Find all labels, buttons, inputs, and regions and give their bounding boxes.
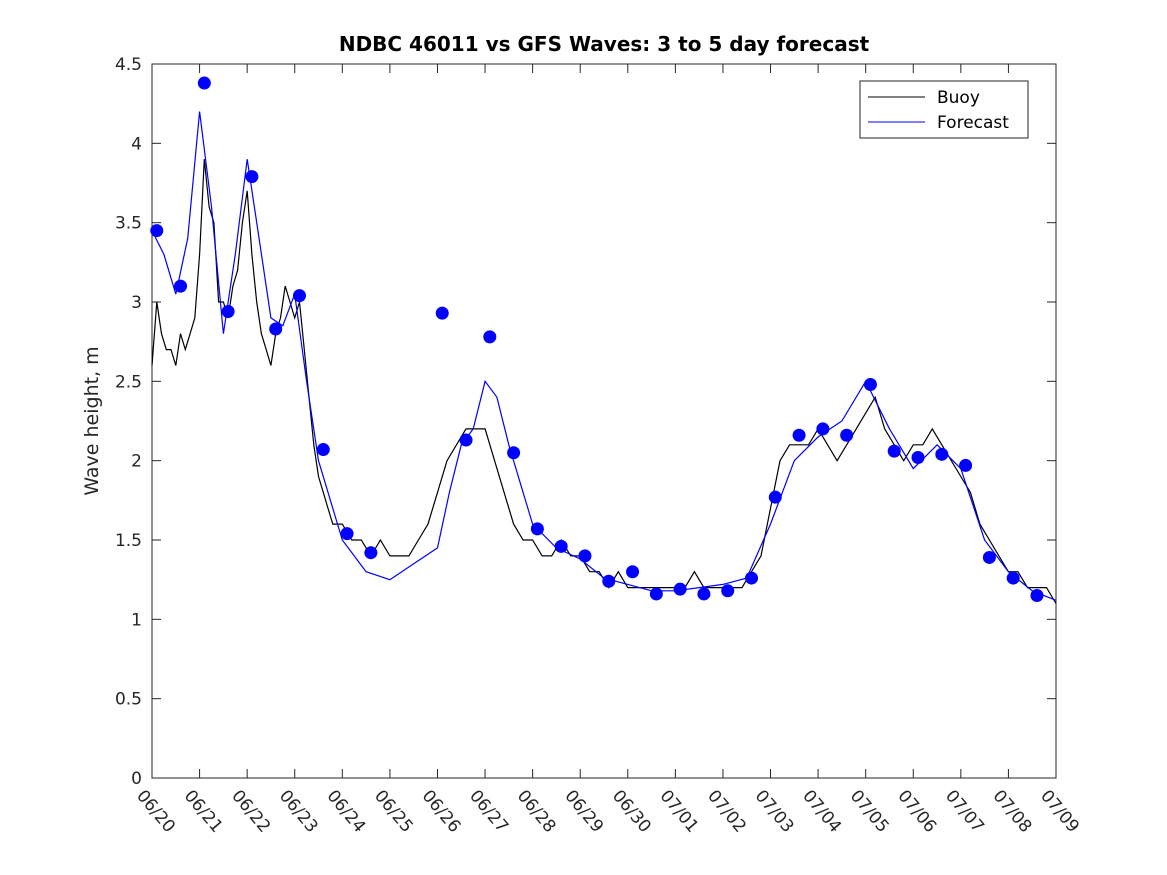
- legend-forecast-label: Forecast: [937, 113, 1009, 133]
- forecast-marker: [673, 582, 687, 596]
- forecast-marker: [507, 446, 521, 460]
- forecast-marker: [578, 549, 592, 563]
- forecast-marker: [1006, 571, 1020, 585]
- chart-title: NDBC 46011 vs GFS Waves: 3 to 5 day fore…: [339, 32, 870, 56]
- plot-area: [151, 63, 1057, 779]
- forecast-marker: [483, 330, 497, 344]
- forecast-marker: [459, 433, 473, 447]
- forecast-marker: [364, 546, 378, 560]
- forecast-marker: [602, 574, 616, 588]
- y-tick-label: 0: [131, 769, 142, 789]
- forecast-marker: [721, 584, 735, 598]
- forecast-marker: [197, 76, 211, 90]
- forecast-marker: [554, 539, 568, 553]
- forecast-marker: [697, 587, 711, 601]
- forecast-marker: [911, 450, 925, 464]
- forecast-marker: [744, 571, 758, 585]
- forecast-marker: [887, 444, 901, 458]
- forecast-marker: [863, 378, 877, 392]
- forecast-marker: [816, 422, 830, 436]
- forecast-marker: [626, 565, 640, 579]
- y-tick-label: 3.5: [115, 214, 142, 234]
- plot-frame: [151, 63, 1057, 779]
- forecast-marker: [340, 527, 354, 541]
- y-tick-label: 1: [131, 610, 142, 630]
- legend: Buoy Forecast: [859, 80, 1029, 139]
- forecast-marker: [840, 428, 854, 442]
- forecast-marker: [435, 306, 449, 320]
- series-layer: [150, 76, 1057, 604]
- forecast-marker: [245, 170, 259, 184]
- legend-box: [859, 80, 1029, 139]
- forecast-marker: [316, 443, 330, 457]
- y-axis: 0 0.5 1 1.5 2 2.5 3 3.5 4 4.5: [115, 55, 1056, 789]
- y-tick-label: 2: [131, 452, 142, 472]
- forecast-marker: [530, 522, 544, 536]
- forecast-marker: [1030, 589, 1044, 603]
- y-tick-label: 1.5: [115, 531, 142, 551]
- forecast-marker: [768, 490, 782, 504]
- forecast-marker: [649, 587, 663, 601]
- forecast-marker: [150, 224, 164, 238]
- forecast-marker: [982, 550, 996, 564]
- forecast-marker: [269, 322, 283, 336]
- forecast-marker: [292, 289, 306, 303]
- forecast-marker: [935, 447, 949, 461]
- y-axis-label: Wave height, m: [81, 346, 103, 495]
- forecast-marker: [792, 428, 806, 442]
- forecast-marker: [959, 458, 973, 472]
- legend-buoy-label: Buoy: [937, 88, 980, 108]
- y-tick-label: 4.5: [115, 55, 142, 75]
- y-tick-label: 4: [131, 134, 142, 154]
- buoy-series-line: [151, 159, 1057, 604]
- y-tick-label: 3: [131, 293, 142, 313]
- y-tick-label: 2.5: [115, 372, 142, 392]
- forecast-marker: [221, 305, 235, 319]
- forecast-marker: [174, 279, 188, 293]
- y-tick-label: 0.5: [115, 690, 142, 710]
